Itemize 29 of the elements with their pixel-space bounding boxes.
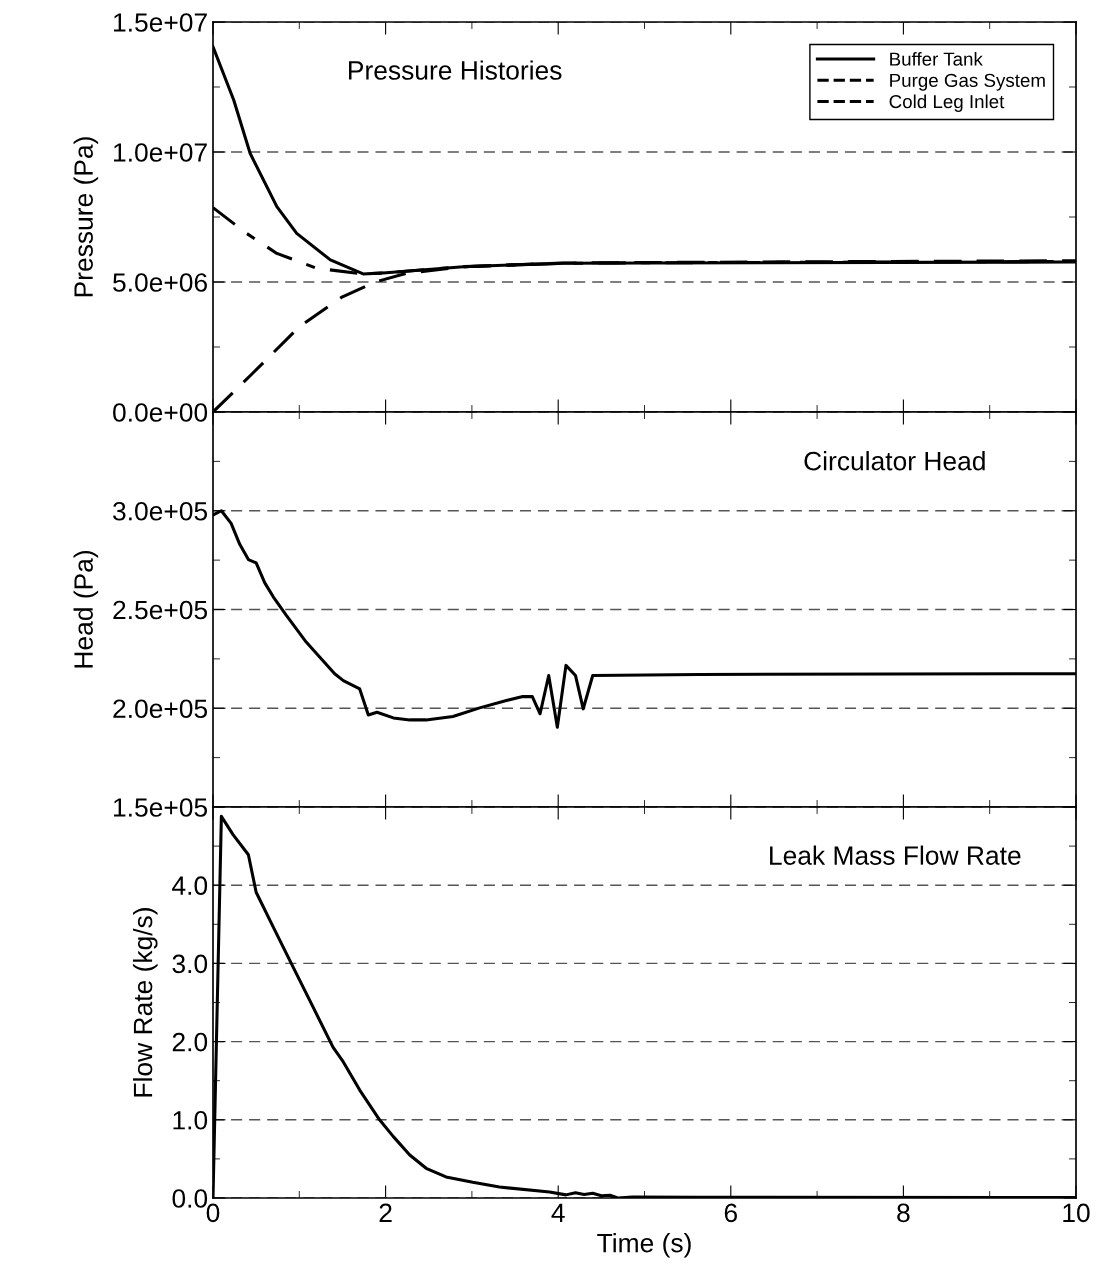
x-tick-label: 2 [379, 1203, 392, 1222]
y-tick-label: 2.0e+05 [113, 699, 208, 719]
y-tick-label: 1.0 [173, 1110, 208, 1130]
y-tick-label: 4.0 [172, 876, 208, 896]
text: Leak Mass Flow Rate [770, 845, 1021, 865]
y-tick-label: 3.0 [172, 954, 208, 974]
y-tick-label: 3.0e+05 [113, 501, 208, 521]
text: Pressure Histories [349, 60, 562, 80]
y-tick-label: 5.0e+06 [113, 273, 207, 292]
y-tick-label: 2.5e+05 [113, 600, 208, 620]
y-tick-label: 2.0 [172, 1032, 208, 1052]
x-tick-label: 10 [1063, 1203, 1090, 1223]
x-tick-label: 0 [206, 1203, 220, 1223]
y-tick-label: 0.0 [172, 1189, 208, 1208]
legend-label: Cold Leg Inlet [889, 94, 1005, 112]
legend-label: Buffer Tank [890, 52, 983, 66]
x-tick-label: 4 [551, 1203, 565, 1222]
y-tick-label: 1.5e+07 [114, 13, 207, 32]
x-tick-label: 6 [724, 1203, 737, 1223]
y-tick-label: 1.0e+07 [114, 143, 207, 162]
y-axis-title: Flow Rate (kg/s) [132, 908, 158, 1097]
x-axis-title: Time (s) [597, 1233, 691, 1258]
text: Circulator Head [804, 451, 985, 471]
y-axis-title: Pressure (Pa) [73, 137, 99, 297]
legend-label: Purge Gas System [890, 73, 1045, 91]
y-tick-label: 0.0e+00 [113, 403, 208, 422]
y-tick-label: 1.5e+05 [114, 798, 208, 817]
y-axis-title: Head (Pa) [73, 551, 99, 668]
x-tick-label: 8 [897, 1203, 910, 1223]
